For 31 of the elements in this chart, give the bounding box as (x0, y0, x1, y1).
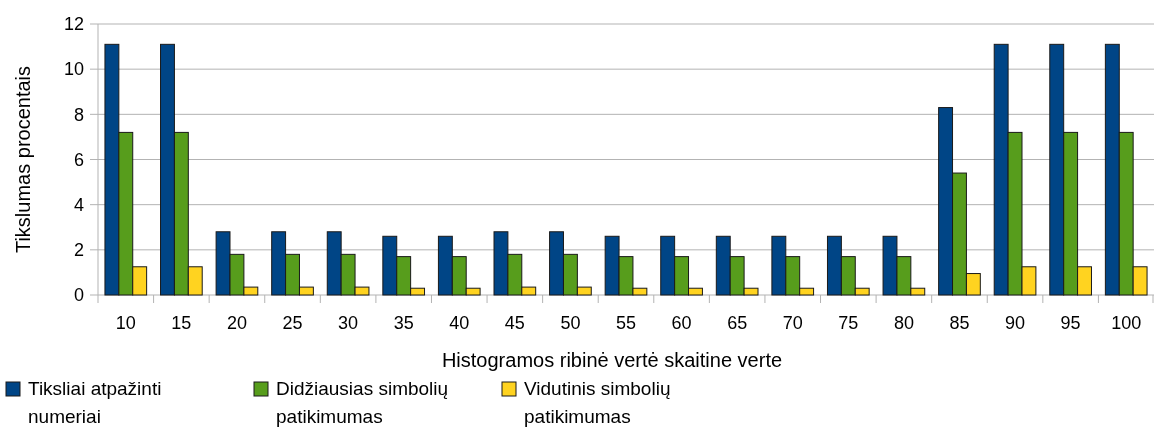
x-tick-label: 85 (949, 313, 970, 333)
y-tick-label: 12 (63, 14, 84, 35)
x-tick-label: 65 (727, 313, 748, 333)
x-tick-label: 25 (282, 313, 303, 333)
x-tick-label: 70 (782, 313, 803, 333)
x-tick-label: 55 (615, 313, 637, 333)
x-axis-title: Histogramos ribinė vertė skaitine verte (441, 349, 783, 371)
legend-label: Tiksliai atpažinti numeriai (28, 378, 162, 427)
y-axis-title: Tikslumas procentais (12, 65, 34, 254)
legend-label: Vidutinis simbolių patikimumas (524, 378, 671, 427)
x-tick-label: 40 (449, 313, 470, 333)
legend-label: Didžiausias simbolių patikimumas (276, 378, 449, 427)
x-tick-label: 10 (115, 313, 136, 333)
x-tick-label: 60 (671, 313, 692, 333)
x-tick-label: 45 (504, 313, 525, 333)
y-tick-label: 6 (73, 149, 84, 170)
x-tick-label: 80 (893, 313, 914, 333)
y-tick-label: 2 (73, 240, 84, 261)
y-tick-label: 10 (63, 59, 84, 80)
y-tick-label: 0 (73, 285, 84, 306)
x-tick-label: 20 (226, 313, 247, 333)
x-tick-label: 30 (338, 313, 359, 333)
x-tick-label: 95 (1060, 313, 1081, 333)
x-tick-label: 35 (393, 313, 414, 333)
x-tick-label: 90 (1005, 313, 1026, 333)
x-tick-label: 50 (560, 313, 581, 333)
y-tick-label: 4 (73, 194, 84, 215)
x-tick-label: 75 (838, 313, 859, 333)
y-tick-label: 8 (73, 104, 84, 125)
x-tick-label: 100 (1111, 313, 1142, 333)
x-tick-label: 15 (171, 313, 192, 333)
